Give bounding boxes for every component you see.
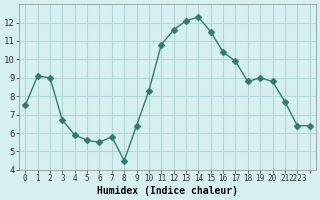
X-axis label: Humidex (Indice chaleur): Humidex (Indice chaleur) xyxy=(97,186,238,196)
